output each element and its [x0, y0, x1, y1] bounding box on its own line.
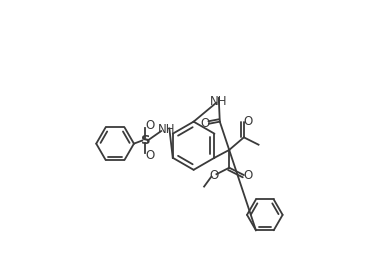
- Text: O: O: [243, 169, 253, 181]
- Text: O: O: [146, 119, 155, 132]
- Text: O: O: [209, 169, 218, 181]
- Text: O: O: [243, 115, 253, 128]
- Text: S: S: [140, 134, 150, 147]
- Text: O: O: [146, 149, 155, 162]
- Text: NH: NH: [210, 95, 227, 108]
- Text: NH: NH: [158, 123, 175, 136]
- Text: O: O: [201, 117, 210, 130]
